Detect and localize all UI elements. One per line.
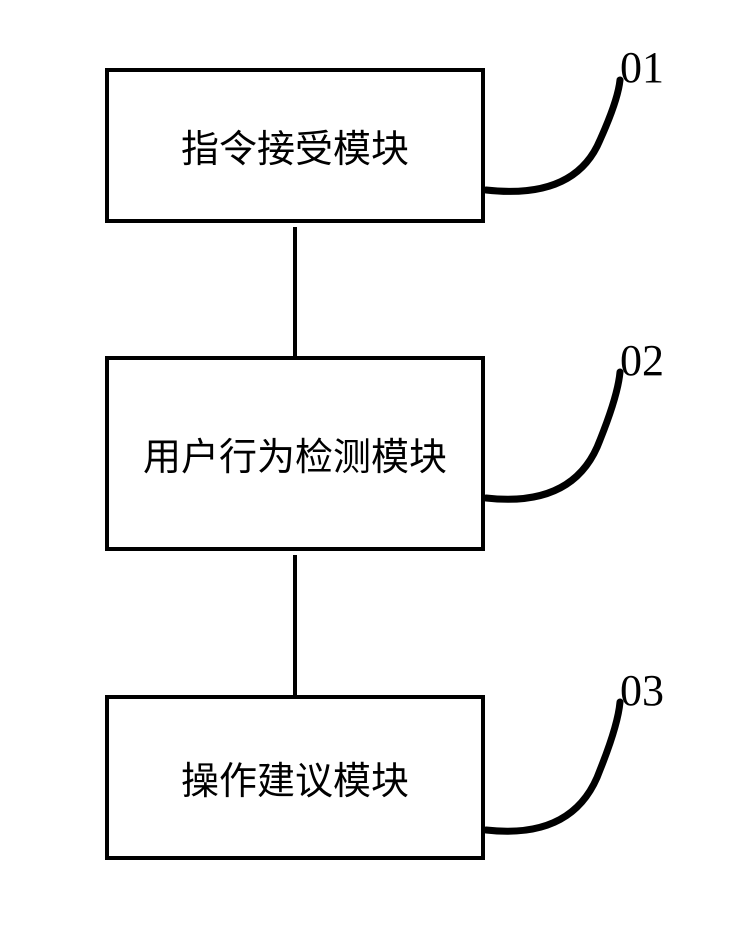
callout-curve-3: [0, 0, 756, 952]
